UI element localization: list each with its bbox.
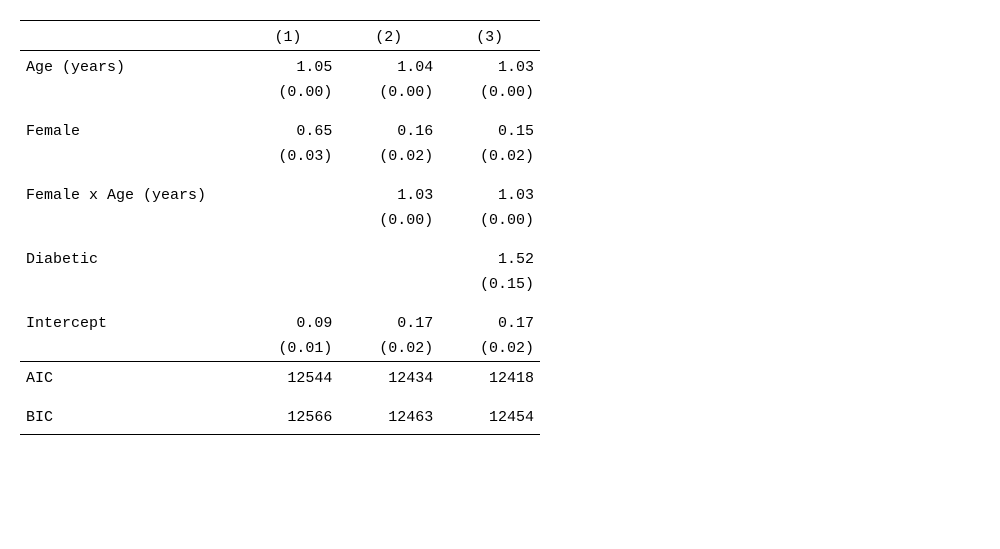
- bottom-rule: [20, 430, 540, 435]
- model-header-3: (3): [439, 25, 540, 51]
- var-se: [238, 208, 339, 233]
- var-se: (0.00): [238, 80, 339, 105]
- var-se-row: (0.01) (0.02) (0.02): [20, 336, 540, 362]
- var-se: (0.15): [439, 272, 540, 297]
- fit-val: 12454: [439, 405, 540, 430]
- var-se: [338, 272, 439, 297]
- var-row: Intercept 0.09 0.17 0.17: [20, 311, 540, 336]
- var-se: (0.01): [238, 336, 339, 362]
- var-se: (0.00): [338, 208, 439, 233]
- var-est: 0.17: [338, 311, 439, 336]
- var-se-row: (0.00) (0.00) (0.00): [20, 80, 540, 105]
- var-se: (0.00): [439, 80, 540, 105]
- var-se: (0.00): [338, 80, 439, 105]
- var-label: Intercept: [20, 311, 238, 336]
- var-est: [338, 247, 439, 272]
- var-est: [238, 247, 339, 272]
- var-se: (0.03): [238, 144, 339, 169]
- var-est: 0.15: [439, 119, 540, 144]
- var-est: 0.65: [238, 119, 339, 144]
- var-row: Female x Age (years) 1.03 1.03: [20, 183, 540, 208]
- var-se: (0.02): [338, 144, 439, 169]
- var-se: (0.00): [439, 208, 540, 233]
- var-label: Diabetic: [20, 247, 238, 272]
- var-est: 1.52: [439, 247, 540, 272]
- var-se-row: (0.15): [20, 272, 540, 297]
- fit-label: BIC: [20, 405, 238, 430]
- fit-val: 12434: [338, 366, 439, 391]
- var-est: 1.04: [338, 55, 439, 80]
- var-est: 1.05: [238, 55, 339, 80]
- var-est: 0.09: [238, 311, 339, 336]
- model-header-2: (2): [338, 25, 439, 51]
- var-label: Age (years): [20, 55, 238, 80]
- var-est: 1.03: [338, 183, 439, 208]
- var-label: Female x Age (years): [20, 183, 238, 208]
- var-se: [238, 272, 339, 297]
- fit-row: AIC 12544 12434 12418: [20, 366, 540, 391]
- var-est: 1.03: [439, 183, 540, 208]
- fit-val: 12463: [338, 405, 439, 430]
- fit-val: 12418: [439, 366, 540, 391]
- model-header-1: (1): [238, 25, 339, 51]
- fit-label: AIC: [20, 366, 238, 391]
- model-header-row: (1) (2) (3): [20, 25, 540, 51]
- var-se: (0.02): [439, 336, 540, 362]
- var-label: Female: [20, 119, 238, 144]
- fit-row: BIC 12566 12463 12454: [20, 405, 540, 430]
- var-se: (0.02): [439, 144, 540, 169]
- var-se: (0.02): [338, 336, 439, 362]
- var-se-row: (0.03) (0.02) (0.02): [20, 144, 540, 169]
- var-est: [238, 183, 339, 208]
- regression-table: (1) (2) (3) Age (years) 1.05 1.04 1.03 (…: [20, 20, 540, 435]
- fit-val: 12566: [238, 405, 339, 430]
- var-se-row: (0.00) (0.00): [20, 208, 540, 233]
- var-row: Diabetic 1.52: [20, 247, 540, 272]
- var-est: 0.16: [338, 119, 439, 144]
- var-row: Age (years) 1.05 1.04 1.03: [20, 55, 540, 80]
- var-est: 1.03: [439, 55, 540, 80]
- header-blank: [20, 25, 238, 51]
- var-row: Female 0.65 0.16 0.15: [20, 119, 540, 144]
- fit-val: 12544: [238, 366, 339, 391]
- var-est: 0.17: [439, 311, 540, 336]
